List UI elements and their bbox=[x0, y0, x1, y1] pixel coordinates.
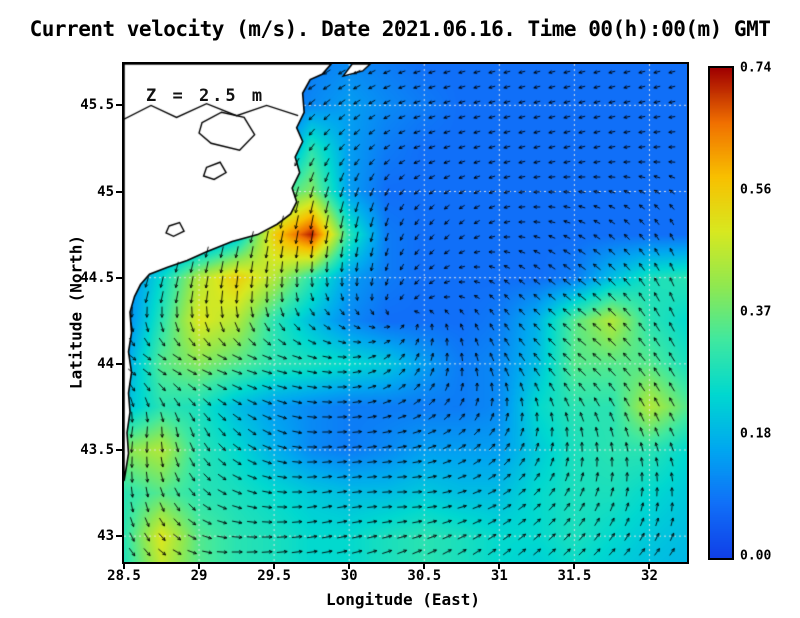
x-tick-label: 30 bbox=[340, 568, 358, 584]
y-tick-mark bbox=[116, 276, 122, 279]
page-title: Current velocity (m/s). Date 2021.06.16.… bbox=[29, 17, 771, 41]
x-tick-label: 32 bbox=[641, 568, 658, 584]
colorbar-canvas bbox=[710, 68, 732, 558]
x-tick-label: 31.5 bbox=[557, 568, 592, 584]
y-tick-label: 45.5 bbox=[80, 97, 114, 114]
y-tick-label: 44 bbox=[97, 355, 114, 372]
y-tick-label: 44.5 bbox=[80, 269, 114, 286]
x-tick-mark bbox=[123, 564, 125, 569]
y-tick-mark bbox=[116, 535, 122, 538]
y-tick-label: 45 bbox=[97, 183, 114, 200]
x-tick-label: 29 bbox=[190, 568, 208, 584]
y-tick-mark bbox=[116, 104, 122, 107]
colorbar-tick-label: 0.00 bbox=[740, 548, 772, 564]
y-tick-mark bbox=[116, 448, 122, 451]
x-tick-mark bbox=[423, 564, 426, 569]
colorbar-tick-label: 0.18 bbox=[740, 426, 772, 442]
x-tick-mark bbox=[648, 564, 651, 569]
x-axis-label: Longitude (East) bbox=[325, 590, 481, 609]
velocity-map-canvas bbox=[124, 64, 687, 562]
y-tick-label: 43 bbox=[97, 528, 114, 545]
x-tick-mark bbox=[498, 564, 501, 569]
y-tick-mark bbox=[116, 190, 122, 193]
x-tick-label: 29.5 bbox=[257, 568, 291, 584]
plot-frame bbox=[122, 62, 689, 564]
x-tick-mark bbox=[573, 564, 576, 569]
colorbar-frame bbox=[708, 66, 734, 560]
colorbar-tick-label: 0.56 bbox=[740, 182, 772, 198]
x-tick-label: 31 bbox=[490, 568, 508, 584]
x-tick-label: 28.5 bbox=[107, 568, 141, 584]
colorbar-tick-label: 0.37 bbox=[740, 304, 772, 320]
y-tick-label: 43.5 bbox=[80, 441, 114, 458]
x-tick-mark bbox=[348, 564, 351, 569]
depth-annotation: Z = 2.5 m bbox=[146, 86, 266, 106]
y-tick-mark bbox=[116, 362, 122, 365]
x-tick-mark bbox=[198, 564, 201, 569]
x-tick-label: 30.5 bbox=[407, 568, 442, 584]
x-tick-mark bbox=[273, 564, 276, 569]
colorbar-tick-label: 0.74 bbox=[740, 60, 772, 76]
